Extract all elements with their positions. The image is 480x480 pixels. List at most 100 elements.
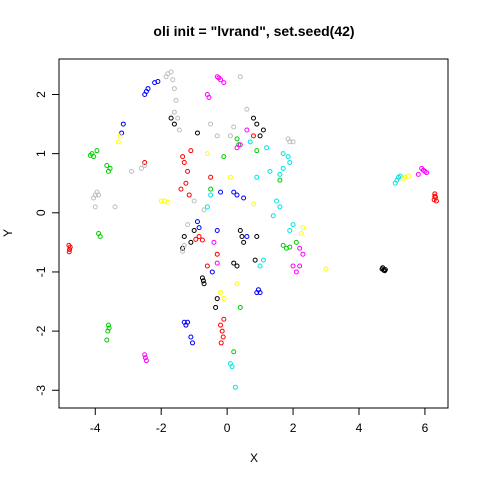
x-axis: -4 -2 0 2 4 6 [90, 408, 429, 435]
data-point-blue [254, 290, 260, 296]
data-point-blue [188, 334, 194, 340]
data-point-blue [244, 233, 250, 239]
data-point-cyan [204, 204, 210, 210]
data-point-blue [209, 269, 215, 275]
data-point-cyan [280, 165, 286, 171]
data-point-cyan [277, 171, 283, 177]
data-point-gray [96, 192, 102, 198]
data-point-magenta [214, 260, 220, 266]
data-point-gray [129, 168, 135, 174]
data-point-magenta [206, 94, 212, 100]
data-point-black [188, 239, 194, 245]
x-tick-label: 0 [224, 421, 231, 435]
data-point-gray [237, 74, 243, 80]
data-point-yellow [405, 173, 411, 179]
data-point-green [221, 154, 227, 160]
data-point-blue [234, 192, 240, 198]
data-points [66, 69, 439, 390]
data-point-green [104, 162, 110, 168]
data-point-red [196, 233, 202, 239]
data-point-yellow [221, 296, 227, 302]
x-tick-label: -4 [90, 421, 101, 435]
data-point-red [251, 133, 256, 139]
data-point-magenta [234, 145, 240, 151]
data-point-red [218, 322, 224, 328]
y-axis: -3 -2 -1 0 1 2 [34, 91, 59, 396]
data-point-gray [175, 115, 181, 121]
data-point-magenta [424, 170, 430, 176]
y-tick-label: -2 [34, 325, 48, 336]
data-point-black [181, 233, 187, 239]
data-point-gray [227, 133, 233, 139]
data-point-cyan [264, 145, 270, 151]
data-point-blue [194, 219, 200, 225]
data-point-red [186, 192, 192, 198]
data-point-black [200, 278, 206, 284]
data-point-cyan [257, 263, 263, 269]
data-point-yellow [227, 174, 233, 180]
data-point-red [181, 160, 187, 166]
data-point-blue [120, 121, 126, 127]
data-point-gray [170, 77, 176, 83]
x-tick-label: 4 [356, 421, 363, 435]
data-point-gray [285, 136, 291, 142]
data-point-cyan [260, 257, 266, 263]
y-tick-label: 0 [34, 209, 48, 216]
data-point-red [178, 186, 184, 192]
data-point-red [221, 316, 227, 322]
plot-frame [58, 58, 449, 409]
data-point-yellow [115, 139, 121, 145]
x-tick-label: 6 [422, 421, 429, 435]
y-tick-label: 1 [34, 150, 48, 157]
data-point-black [251, 115, 256, 121]
data-point-cyan [280, 151, 286, 157]
data-point-cyan [254, 174, 260, 180]
data-point-black [237, 228, 243, 234]
data-point-black [199, 275, 205, 281]
data-point-cyan [397, 173, 403, 179]
data-point-blue [231, 189, 237, 195]
chart-title: oli init = "lvrand", set.seed(42) [153, 23, 354, 39]
data-point-black [171, 121, 177, 127]
data-point-gray [244, 106, 250, 112]
data-point-red [199, 237, 205, 243]
data-point-black [201, 281, 207, 287]
data-point-green [107, 165, 113, 171]
data-point-blue [190, 340, 196, 346]
data-point-blue [155, 78, 161, 84]
data-point-gray [173, 97, 179, 103]
data-point-gray [142, 162, 148, 168]
data-point-green [94, 148, 100, 154]
data-point-yellow [117, 133, 123, 139]
data-point-magenta [237, 142, 243, 148]
data-point-yellow [218, 290, 224, 296]
data-point-gray [92, 204, 98, 210]
x-tick-label: 2 [290, 421, 297, 435]
data-point-red [193, 236, 199, 242]
data-point-yellow [158, 198, 164, 204]
x-tick-label: -2 [156, 421, 167, 435]
data-point-gray [231, 124, 237, 130]
data-point-cyan [229, 364, 235, 370]
data-point-gray [163, 74, 169, 80]
y-axis-label: Y [1, 229, 15, 237]
data-point-black [254, 233, 260, 239]
data-point-yellow [323, 266, 329, 272]
data-point-gray [171, 86, 177, 92]
data-point-red [204, 263, 210, 269]
data-point-magenta [142, 355, 148, 361]
data-point-black [231, 260, 237, 266]
data-point-black [213, 304, 219, 310]
data-point-magenta [143, 358, 149, 364]
data-point-blue [145, 86, 151, 92]
data-point-gray [168, 69, 174, 75]
y-tick-label: -3 [34, 385, 48, 396]
data-point-cyan [247, 139, 253, 145]
data-point-gray [91, 195, 97, 201]
data-point-red [220, 334, 226, 340]
data-point-gray [191, 198, 197, 204]
data-point-green [97, 233, 103, 239]
data-point-magenta [211, 239, 217, 245]
data-point-green [293, 239, 299, 245]
